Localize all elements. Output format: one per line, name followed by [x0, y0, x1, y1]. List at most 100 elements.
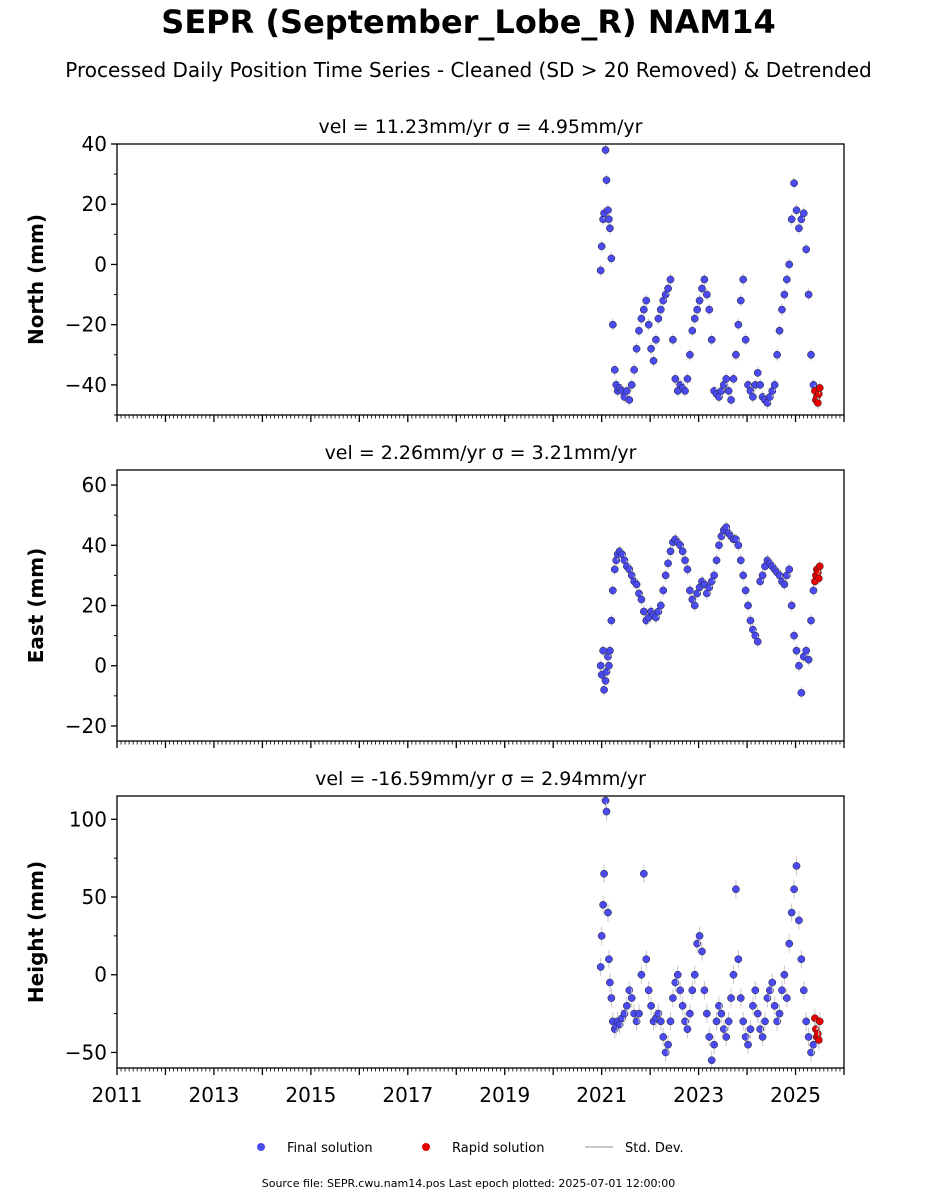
data-point-final [625, 986, 634, 995]
y-tick-label: −20 [65, 313, 107, 337]
data-point-final [602, 807, 611, 816]
data-point-final [666, 547, 675, 556]
data-point-final [736, 296, 745, 305]
data-point-final [792, 862, 801, 870]
data-point-final [605, 661, 613, 670]
data-point-final [799, 209, 808, 218]
x-tick-label: 2025 [770, 1083, 821, 1107]
y-tick-label: 40 [82, 132, 107, 156]
data-point-final [775, 326, 784, 335]
y-tick-label: 0 [94, 252, 107, 276]
y-tick-label: 0 [94, 654, 107, 678]
data-point-final [607, 994, 616, 1002]
data-point-final [712, 556, 721, 565]
data-point-final [722, 375, 731, 383]
data-point-final [666, 275, 675, 284]
y-tick-label: 0 [94, 963, 107, 987]
data-point-final [656, 1017, 665, 1026]
data-point-final [739, 571, 748, 580]
data-point-final [630, 365, 638, 374]
data-point-final [795, 661, 803, 670]
data-point-final [669, 335, 677, 344]
data-point-final [644, 986, 653, 995]
data-point-final [605, 955, 613, 964]
data-point-final [761, 1017, 769, 1026]
data-point-final [710, 1040, 718, 1049]
data-point-final [804, 1033, 813, 1041]
data-point-final [656, 601, 665, 610]
data-point-final [768, 978, 777, 987]
data-point-final [763, 994, 772, 1002]
data-point-final [705, 305, 714, 314]
data-point-final [610, 565, 619, 574]
y-tick-label: 40 [82, 533, 107, 557]
data-point-final [600, 685, 608, 694]
plot-frame [116, 143, 845, 416]
panel-title: vel = 2.26mm/yr σ = 3.21mm/yr [325, 442, 637, 464]
data-point-final [736, 994, 745, 1002]
data-point-final [722, 1033, 731, 1041]
legend-rapid-marker [422, 1143, 430, 1151]
data-point-final [688, 986, 697, 995]
data-point-final [608, 586, 617, 595]
data-point-final [639, 305, 648, 314]
data-point-final [664, 559, 672, 568]
data-point-final [797, 688, 806, 697]
data-point-final [795, 224, 803, 233]
data-point-final [602, 176, 611, 184]
x-tick-label: 2011 [92, 1083, 143, 1107]
data-point-final [686, 1009, 694, 1018]
data-point-final [749, 393, 757, 401]
data-point-final [599, 646, 607, 655]
data-point-final [601, 796, 610, 805]
data-point-final [681, 387, 689, 395]
data-point-final [649, 356, 658, 365]
data-point-final [756, 1025, 765, 1033]
data-point-final [802, 646, 811, 655]
data-point-final [780, 580, 789, 589]
data-point-final [606, 224, 614, 233]
data-point-final [600, 869, 608, 878]
data-point-final [795, 916, 803, 925]
data-point-final [690, 970, 699, 979]
data-point-final [632, 580, 641, 589]
data-point-final [623, 387, 631, 395]
data-point-final [715, 1001, 723, 1010]
data-point-final [688, 326, 697, 335]
data-point-final [727, 994, 735, 1002]
data-point-final [597, 242, 606, 251]
data-point-final [797, 955, 806, 964]
data-point-final [790, 179, 798, 187]
data-point-final [734, 955, 743, 964]
data-point-final [799, 986, 808, 995]
data-point-final [596, 963, 605, 971]
y-tick-label: 20 [82, 594, 107, 618]
legend: Final solution Rapid solution Std. Dev. [257, 1141, 684, 1156]
data-point-final [707, 335, 716, 344]
data-point-final [669, 994, 677, 1002]
x-tick-label: 2015 [285, 1083, 336, 1107]
data-point-final [647, 344, 655, 353]
data-point-final [787, 601, 796, 610]
x-tick-label: 2021 [576, 1083, 627, 1107]
data-point-final [605, 215, 613, 224]
panel-east: vel = 2.26mm/yr σ = 3.21mm/yr East (mm) −2… [24, 442, 845, 748]
data-point-final [753, 637, 762, 646]
data-point-final [659, 586, 668, 595]
data-point-final [744, 601, 752, 610]
y-axis-label: East (mm) [24, 548, 48, 664]
data-point-final [734, 541, 743, 550]
data-point-final [787, 908, 796, 917]
data-point-final [724, 387, 733, 395]
data-point-final [659, 1033, 668, 1041]
data-point-final [712, 1017, 721, 1026]
x-tick-label: 2017 [382, 1083, 433, 1107]
data-point-final [775, 1009, 784, 1018]
y-tick-label: −40 [65, 373, 107, 397]
x-tick-label: 2013 [188, 1083, 239, 1107]
data-point-final [661, 1048, 670, 1057]
y-axis-label: North (mm) [24, 214, 48, 345]
data-point-final [729, 970, 738, 979]
data-point-final [608, 320, 617, 329]
data-point-final [678, 1001, 687, 1010]
